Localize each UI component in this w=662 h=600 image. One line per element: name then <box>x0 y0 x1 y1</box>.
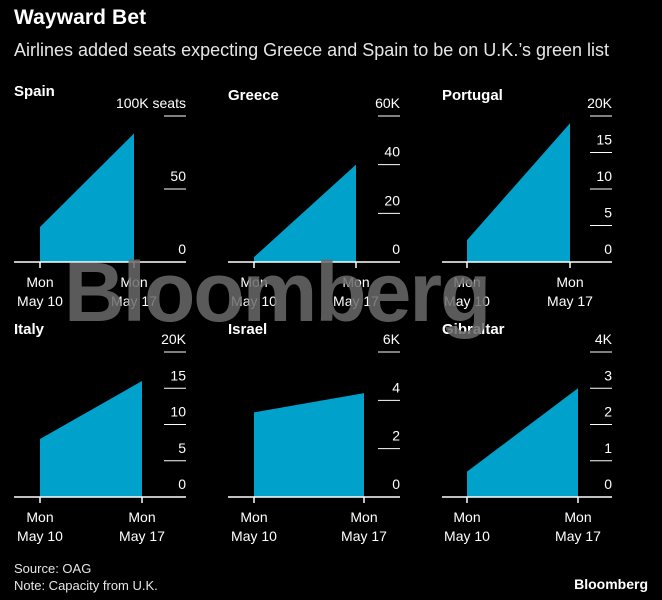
x-tick-label: May 10 <box>444 293 490 309</box>
y-tick-label: 2 <box>604 404 612 420</box>
x-tick-label: May 17 <box>333 293 379 309</box>
y-tick-label: 100K seats <box>116 95 186 111</box>
x-tick-label: Mon <box>556 274 583 290</box>
x-tick-label: May 10 <box>231 528 277 544</box>
y-tick-label: 15 <box>596 132 612 148</box>
y-tick-label: 0 <box>178 476 186 492</box>
source-note: Source: OAG <box>14 561 92 576</box>
area-series <box>467 388 578 497</box>
x-tick-label: Mon <box>26 509 53 525</box>
capacity-note: Note: Capacity from U.K. <box>14 578 158 593</box>
area-series <box>254 393 364 497</box>
y-tick-label: 0 <box>604 476 612 492</box>
footer: Source: OAG Note: Capacity from U.K. <box>14 560 158 594</box>
x-tick-label: Mon <box>240 274 267 290</box>
panel-title: Israel <box>228 321 267 338</box>
x-tick-label: May 10 <box>231 293 277 309</box>
y-tick-label: 4 <box>392 379 400 395</box>
y-tick-label: 0 <box>392 476 400 492</box>
bloomberg-logo: Bloomberg <box>574 576 648 592</box>
y-tick-label: 0 <box>392 241 400 257</box>
panel-title: Portugal <box>442 87 503 104</box>
x-tick-label: May 17 <box>555 528 601 544</box>
x-tick-label: Mon <box>564 509 591 525</box>
y-tick-label: 0 <box>178 241 186 257</box>
area-series <box>40 133 134 262</box>
y-tick-label: 5 <box>604 205 612 221</box>
panel-title: Italy <box>14 321 45 338</box>
x-tick-label: May 17 <box>111 293 157 309</box>
panel-title: Spain <box>14 83 55 100</box>
x-tick-label: Mon <box>453 509 480 525</box>
x-tick-label: Mon <box>26 274 53 290</box>
y-tick-label: 60K <box>375 95 401 111</box>
x-tick-label: Mon <box>240 509 267 525</box>
x-tick-label: Mon <box>453 274 480 290</box>
y-tick-label: 5 <box>178 440 186 456</box>
x-tick-label: May 17 <box>341 528 387 544</box>
y-tick-label: 15 <box>170 367 186 383</box>
y-tick-label: 20 <box>384 192 400 208</box>
bloomberg-watermark: Bloomberg <box>64 245 491 339</box>
y-tick-label: 20K <box>587 95 613 111</box>
panel-title: Gibraltar <box>442 321 505 338</box>
x-tick-label: Mon <box>120 274 147 290</box>
y-tick-label: 40 <box>384 144 400 160</box>
x-tick-label: Mon <box>128 509 155 525</box>
y-tick-label: 0 <box>604 241 612 257</box>
x-tick-label: May 10 <box>444 528 490 544</box>
y-tick-label: 4K <box>595 331 613 347</box>
x-tick-label: Mon <box>342 274 369 290</box>
panel-title: Greece <box>228 87 279 104</box>
x-tick-label: May 10 <box>17 293 63 309</box>
y-tick-label: 6K <box>383 331 401 347</box>
y-tick-label: 10 <box>596 168 612 184</box>
y-tick-label: 3 <box>604 367 612 383</box>
y-tick-label: 10 <box>170 404 186 420</box>
x-tick-label: Mon <box>350 509 377 525</box>
area-series <box>467 123 570 262</box>
area-series <box>254 164 356 262</box>
y-tick-label: 20K <box>161 331 187 347</box>
x-tick-label: May 17 <box>547 293 593 309</box>
x-tick-label: May 17 <box>119 528 165 544</box>
y-tick-label: 2 <box>392 428 400 444</box>
area-series <box>40 381 142 497</box>
x-tick-label: May 10 <box>17 528 63 544</box>
chart-subtitle: Airlines added seats expecting Greece an… <box>14 40 610 60</box>
y-tick-label: 50 <box>170 168 186 184</box>
chart-title: Wayward Bet <box>14 6 147 29</box>
y-tick-label: 1 <box>604 440 612 456</box>
